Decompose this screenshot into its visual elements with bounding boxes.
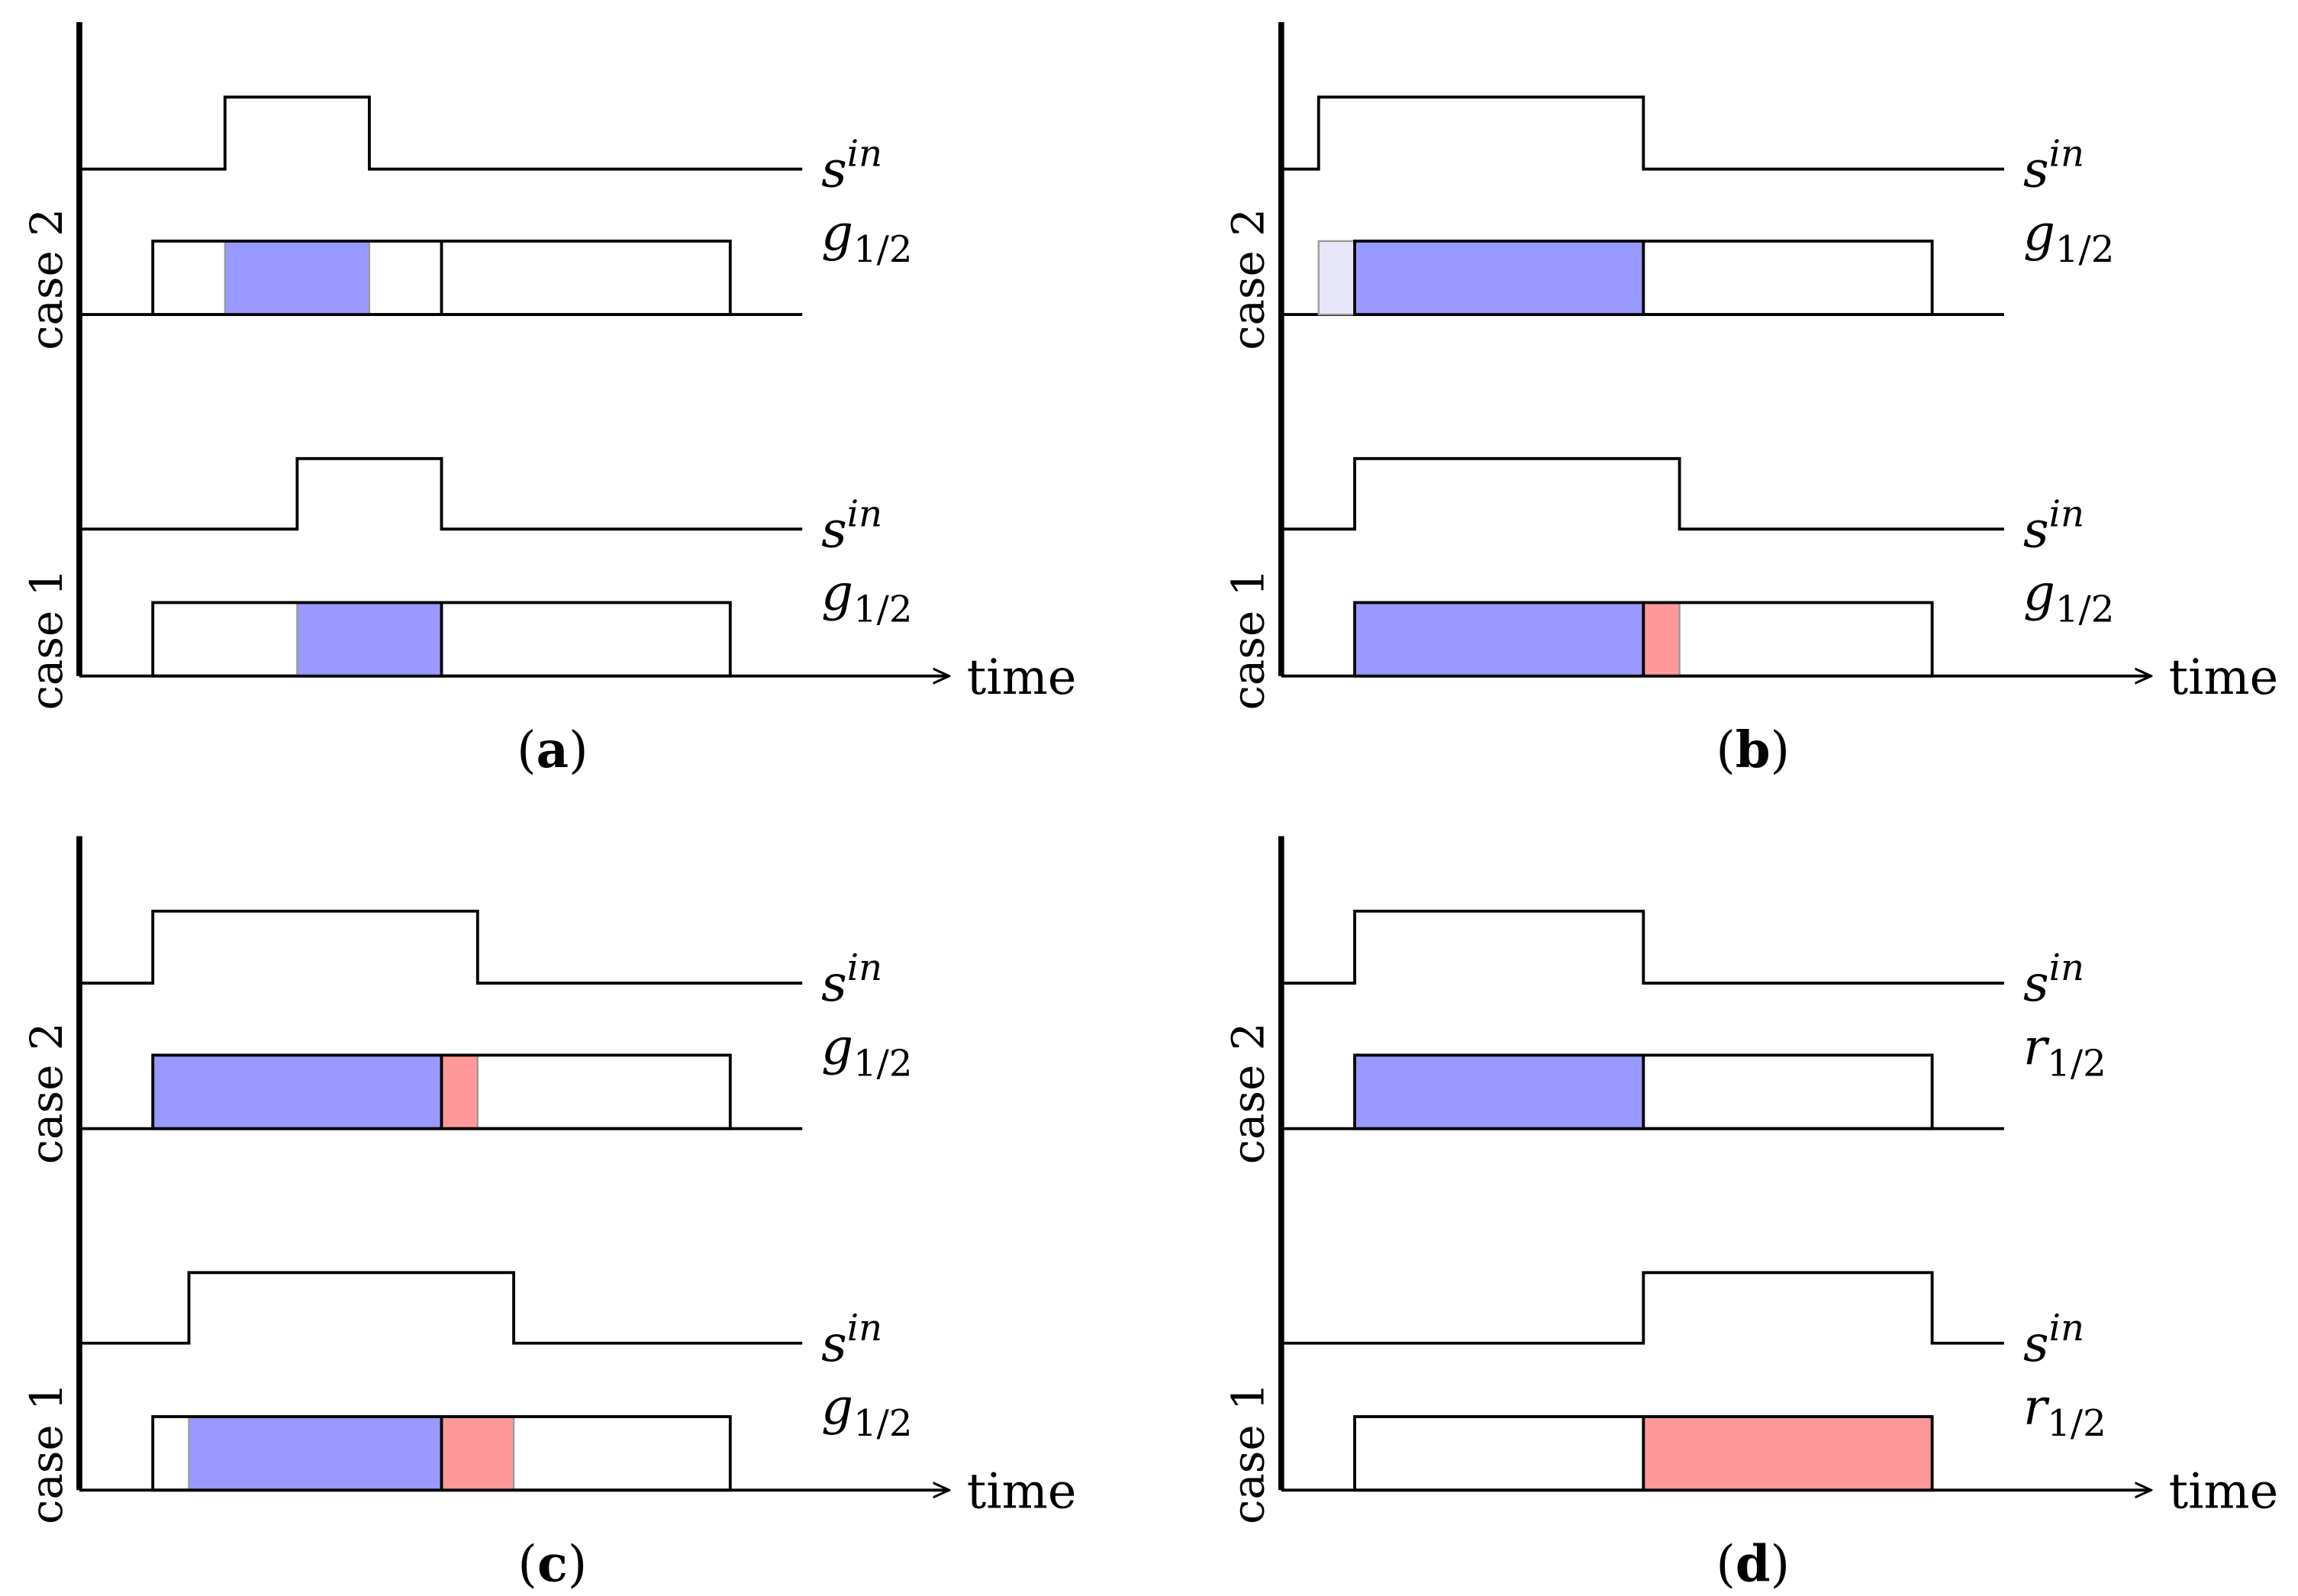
gate-label: g1/2	[821, 1018, 912, 1085]
case-label: case 2	[21, 208, 73, 350]
gate-region-red	[1642, 1415, 1933, 1491]
panel-caption: (d)	[1716, 1536, 1790, 1594]
case-label: case 2	[1223, 1023, 1275, 1165]
input-signal-waveform	[1281, 1271, 2004, 1345]
input-signal-waveform	[79, 456, 803, 531]
signal-label: sin	[821, 492, 882, 559]
time-axis-label: time	[967, 649, 1077, 705]
gate-label: g1/2	[2023, 204, 2114, 270]
gate-label: g1/2	[821, 204, 912, 270]
gate-region-blue	[152, 1054, 443, 1130]
gate-region-red	[440, 1415, 515, 1491]
signal-label: sin	[821, 946, 882, 1013]
case-label: case 2	[1223, 208, 1275, 350]
signal-label: sin	[821, 1307, 882, 1373]
input-signal-waveform	[1281, 95, 2004, 171]
input-signal-waveform	[79, 1271, 803, 1345]
input-signal-waveform	[79, 909, 803, 985]
panel-caption: (b)	[1716, 721, 1790, 779]
gate-region-blue	[1353, 240, 1645, 316]
case-label: case 1	[21, 569, 73, 711]
time-axis-label: time	[967, 1462, 1077, 1519]
signal-label: sin	[2023, 946, 2084, 1013]
gate-region-red	[440, 1054, 479, 1130]
panel-caption: (c)	[517, 1536, 587, 1594]
gate-label: g1/2	[2023, 564, 2114, 630]
panel-caption: (a)	[517, 721, 588, 779]
case-label: case 1	[1223, 1382, 1275, 1524]
gate-region-blue	[224, 240, 371, 316]
gate-label: r1/2	[2023, 1018, 2106, 1085]
gate-region-red	[1642, 601, 1681, 677]
time-axis-label: time	[2169, 649, 2279, 705]
gate-region-blue	[1353, 1054, 1645, 1130]
case-label: case 2	[21, 1023, 73, 1165]
gate-region-light_blue	[1317, 240, 1356, 316]
input-signal-waveform	[1281, 909, 2004, 985]
input-signal-waveform	[1281, 456, 2004, 531]
case-label: case 1	[1223, 569, 1275, 711]
signal-label: sin	[821, 133, 882, 199]
gate-label: g1/2	[821, 564, 912, 630]
case-label: case 1	[21, 1382, 73, 1524]
time-axis-label: time	[2169, 1462, 2279, 1519]
signal-label: sin	[2023, 133, 2084, 199]
signal-label: sin	[2023, 1307, 2084, 1373]
gate-label: g1/2	[821, 1378, 912, 1445]
signal-label: sin	[2023, 492, 2084, 559]
gate-label: r1/2	[2023, 1378, 2106, 1445]
gate-region-blue	[296, 601, 443, 677]
input-signal-waveform	[79, 95, 803, 171]
gate-region-blue	[1353, 601, 1645, 677]
gate-region-blue	[188, 1415, 443, 1491]
